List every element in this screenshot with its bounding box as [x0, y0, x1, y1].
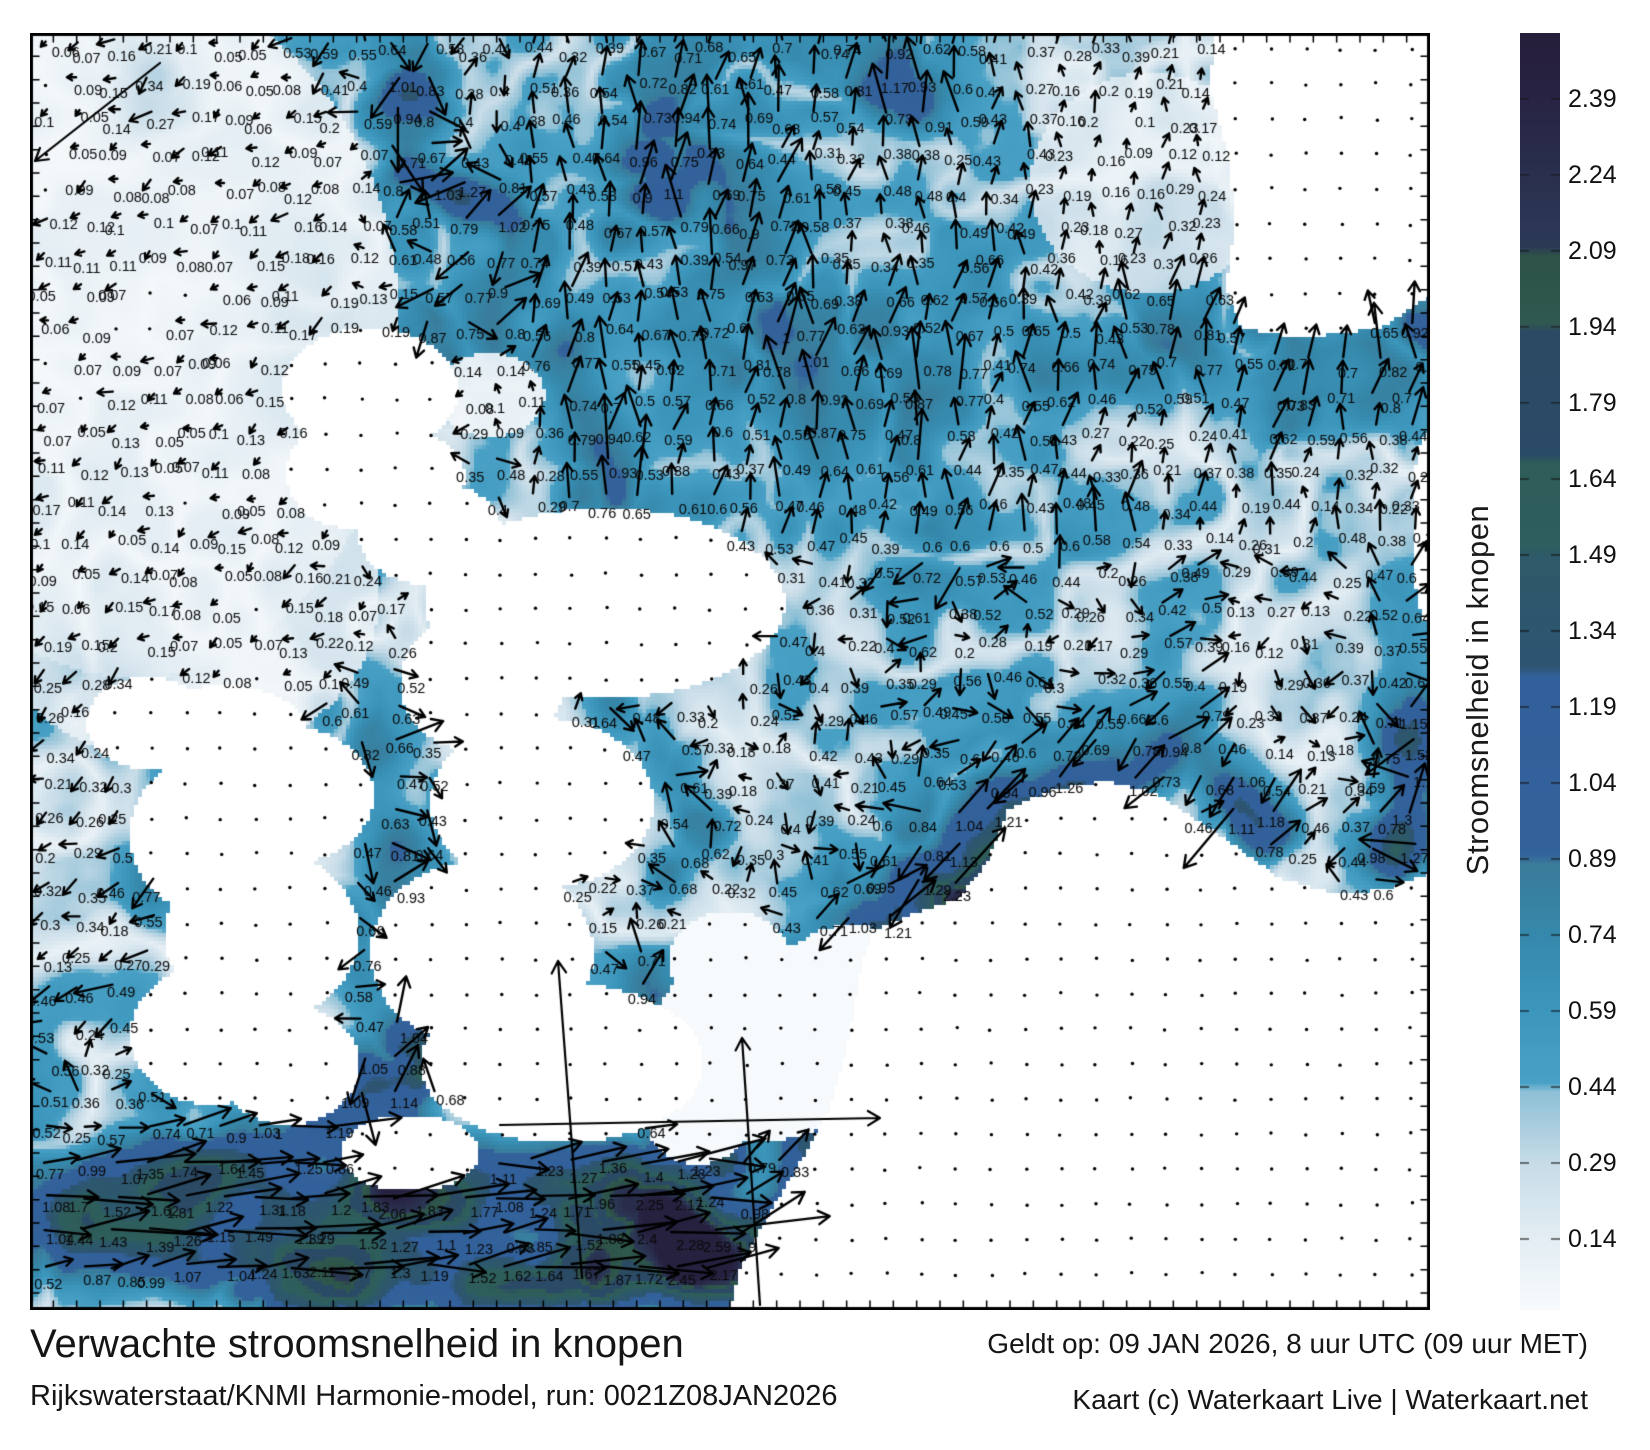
colorbar-tick-label: 1.19 — [1568, 692, 1617, 721]
colorbar-tick-label: 1.04 — [1568, 768, 1617, 797]
colorbar-tick-label: 0.14 — [1568, 1225, 1617, 1254]
colorbar-tick-label: 1.79 — [1568, 388, 1617, 417]
colorbar-tick-labels: 2.39 2.24 2.09 1.94 1.79 1.64 1.49 1.34 1.19 1.04… — [1568, 33, 1648, 1310]
colorbar-tick-label: 1.94 — [1568, 312, 1617, 341]
copyright-credit: Kaart (c) Waterkaart Live | Waterkaart.n… — [1072, 1384, 1588, 1415]
colorbar-tick-label: 1.34 — [1568, 616, 1617, 645]
current-speed-map — [30, 33, 1430, 1310]
valid-time: Geldt op: 09 JAN 2026, 8 uur UTC (09 uur… — [987, 1328, 1588, 1359]
colorbar-tick-label: 2.09 — [1568, 236, 1617, 265]
colorbar — [1520, 33, 1560, 1310]
colorbar-tick-label: 0.59 — [1568, 997, 1617, 1026]
colorbar-tick-label: 1.64 — [1568, 464, 1617, 493]
colorbar-tick-label: 0.89 — [1568, 844, 1617, 873]
colorbar-tick-label: 2.39 — [1568, 84, 1617, 113]
map-title: Verwachte stroomsnelheid in knopen — [30, 1322, 684, 1366]
colorbar-tick-label: 0.74 — [1568, 921, 1617, 949]
colorbar-tick-label: 0.44 — [1568, 1073, 1617, 1102]
colorbar-tick-label: 0.29 — [1568, 1149, 1617, 1178]
colorbar-tick-label: 2.24 — [1568, 160, 1617, 189]
model-run-info: Rijkswaterstaat/KNMI Harmonie-model, run… — [30, 1380, 838, 1412]
colorbar-axis-label: Stroomsnelheid in knopen — [1460, 504, 1495, 876]
colorbar-tick-label: 1.49 — [1568, 540, 1617, 569]
